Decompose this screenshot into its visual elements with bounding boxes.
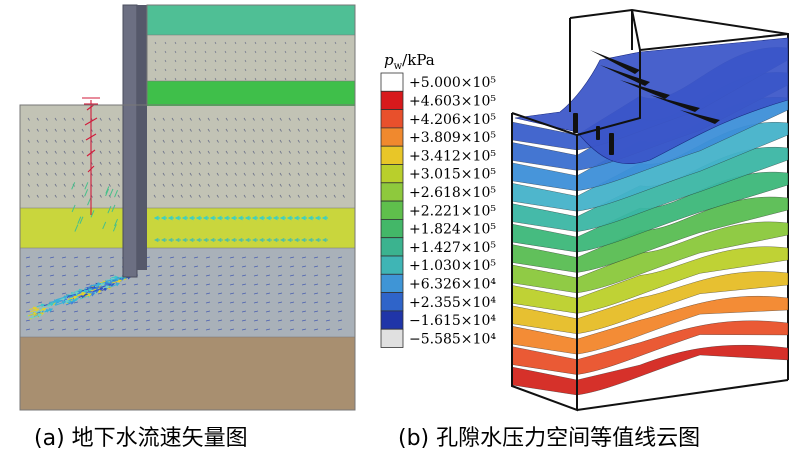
legend-label: +1.427×10⁵	[409, 240, 496, 256]
groundwater-velocity-panel	[20, 5, 355, 410]
pore-pressure-contour-panel	[512, 10, 788, 410]
legend-label: +2.618×10⁵	[409, 185, 496, 201]
legend-swatch	[381, 256, 403, 274]
legend-label: +3.015×10⁵	[409, 167, 496, 183]
legend-swatch	[381, 219, 403, 237]
legend-swatch	[381, 73, 403, 91]
soil-layer-gray-right	[147, 35, 355, 81]
caption-a: (a) 地下水流速矢量图	[34, 420, 248, 452]
legend-label: +2.221×10⁵	[409, 203, 496, 219]
legend-swatch	[381, 146, 403, 164]
legend-label: −5.585×10⁴	[409, 331, 496, 347]
soil-layer-blue-gray	[20, 248, 355, 337]
legend-swatch	[381, 293, 403, 311]
legend-label: +5.000×10⁵	[409, 75, 496, 91]
legend-label: +2.355×10⁴	[409, 295, 496, 311]
soil-layer-gray-upper	[20, 105, 355, 208]
legend-swatch	[381, 165, 403, 183]
soil-green-band	[147, 81, 355, 106]
legend-label: +4.603×10⁵	[409, 93, 496, 109]
legend-label: +1.824×10⁵	[409, 222, 496, 238]
pore-pressure-legend: pw/kPa +5.000×10⁵ +4.603×10⁵ +4.206×10⁵ +3.…	[381, 51, 496, 348]
legend-swatch	[381, 183, 403, 201]
soil-layer-yellow	[20, 208, 355, 248]
legend-label: +3.809×10⁵	[409, 130, 496, 146]
caption-b: (b) 孔隙水压力空间等值线云图	[398, 420, 700, 452]
legend-swatch	[381, 128, 403, 146]
legend-title: pw/kPa	[384, 51, 435, 72]
legend-swatch	[381, 110, 403, 128]
diaphragm-wall	[123, 5, 137, 277]
soil-top-teal	[147, 5, 355, 35]
legend-swatch	[381, 238, 403, 256]
legend-label: +3.412×10⁵	[409, 148, 496, 164]
legend-swatch	[381, 91, 403, 109]
diaphragm-wall-face	[137, 5, 147, 270]
soil-layer-brown-base	[20, 337, 355, 410]
legend-swatch	[381, 274, 403, 292]
legend-swatch	[381, 311, 403, 329]
legend-label: +4.206×10⁵	[409, 112, 496, 128]
legend-label: +6.326×10⁴	[409, 276, 496, 292]
legend-swatch	[381, 201, 403, 219]
legend-swatch	[381, 329, 403, 347]
legend-label: −1.615×10⁴	[409, 313, 496, 329]
legend-label: +1.030×10⁵	[409, 258, 496, 274]
